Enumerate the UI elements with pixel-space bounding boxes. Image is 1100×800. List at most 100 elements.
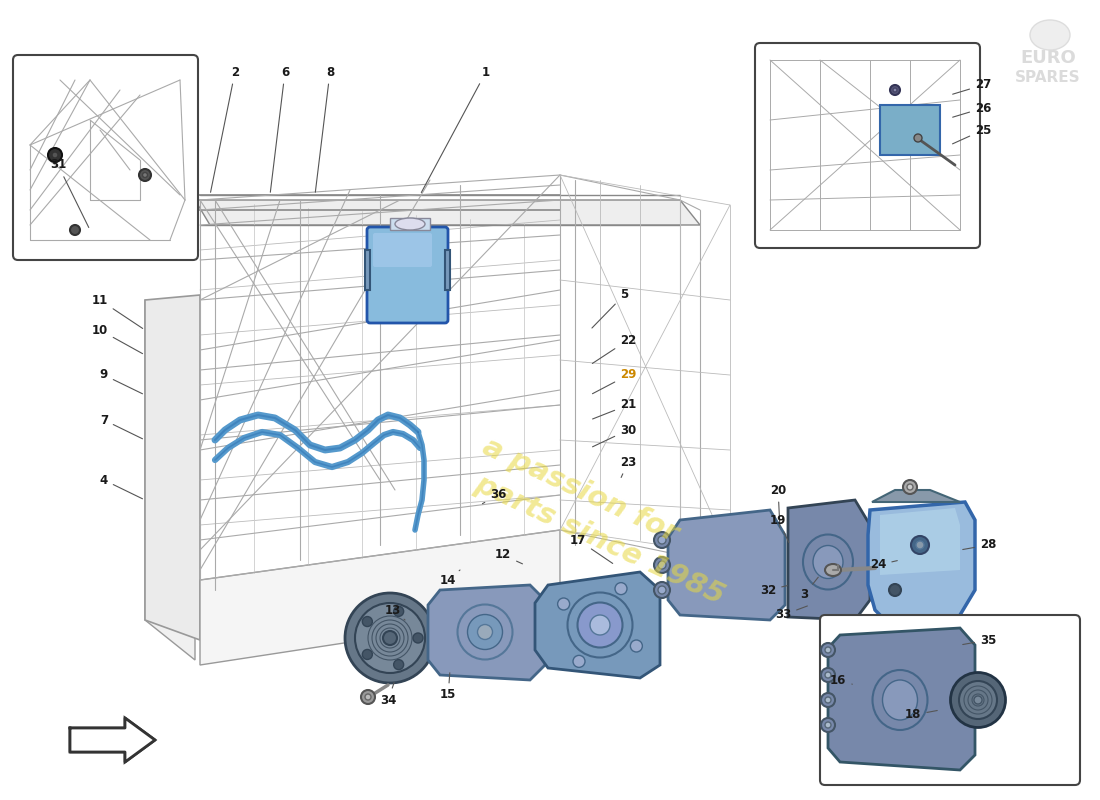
Ellipse shape [821,668,835,682]
Text: 34: 34 [379,682,396,706]
Polygon shape [70,718,155,762]
Ellipse shape [889,584,901,596]
Text: 31: 31 [50,158,89,227]
Ellipse shape [914,134,922,142]
Ellipse shape [908,484,913,490]
Text: 16: 16 [830,674,852,686]
Ellipse shape [950,673,1005,727]
Text: 20: 20 [770,483,786,527]
Polygon shape [828,628,975,770]
Ellipse shape [911,536,930,554]
Polygon shape [365,250,370,290]
Text: 3: 3 [800,577,818,602]
Ellipse shape [813,546,843,578]
Text: 30: 30 [593,423,636,447]
Ellipse shape [916,541,924,549]
Text: 18: 18 [905,709,937,722]
Ellipse shape [139,169,151,181]
Ellipse shape [654,582,670,598]
Ellipse shape [890,85,900,95]
FancyBboxPatch shape [13,55,198,260]
Text: 2: 2 [210,66,239,192]
Text: 6: 6 [271,66,289,192]
Ellipse shape [365,694,371,700]
Ellipse shape [654,557,670,573]
Polygon shape [145,295,200,640]
Text: 32: 32 [760,583,788,597]
FancyBboxPatch shape [755,43,980,248]
Ellipse shape [615,582,627,594]
Ellipse shape [825,564,842,576]
Ellipse shape [821,643,835,657]
Polygon shape [200,530,560,665]
Text: 35: 35 [962,634,997,646]
FancyBboxPatch shape [373,233,432,267]
Text: a passion for: a passion for [477,432,682,548]
Polygon shape [872,490,960,502]
Text: 22: 22 [592,334,636,363]
Text: 4: 4 [100,474,143,498]
Ellipse shape [882,680,917,720]
Text: 29: 29 [593,369,637,394]
Ellipse shape [1030,20,1070,50]
Polygon shape [195,200,700,225]
Text: 9: 9 [100,369,143,394]
Text: 26: 26 [953,102,991,117]
Polygon shape [868,502,975,638]
Text: 10: 10 [91,323,143,354]
Text: 24: 24 [870,558,898,571]
FancyBboxPatch shape [820,615,1080,785]
Ellipse shape [362,617,372,626]
FancyBboxPatch shape [367,227,448,323]
Ellipse shape [355,603,425,673]
Text: SPARES: SPARES [1015,70,1081,86]
Text: 27: 27 [953,78,991,94]
Polygon shape [668,510,785,620]
Text: 33: 33 [776,606,807,622]
Ellipse shape [362,650,372,659]
Text: 25: 25 [953,123,991,144]
Text: parts since 1985: parts since 1985 [471,470,729,610]
Ellipse shape [893,88,896,92]
Polygon shape [428,585,544,680]
Text: 28: 28 [962,538,997,551]
Text: 13: 13 [385,603,405,620]
Ellipse shape [412,633,424,643]
Ellipse shape [658,586,666,594]
Ellipse shape [658,561,666,569]
Ellipse shape [578,602,623,647]
Ellipse shape [825,672,830,678]
Text: 17: 17 [570,534,613,563]
Text: 15: 15 [440,673,456,702]
Polygon shape [535,572,660,678]
Ellipse shape [573,655,585,667]
Ellipse shape [654,532,670,548]
Text: 5: 5 [592,289,628,328]
Ellipse shape [477,625,493,639]
Text: 23: 23 [620,455,636,478]
Polygon shape [880,508,960,575]
Ellipse shape [394,660,404,670]
Polygon shape [446,250,450,290]
Polygon shape [70,718,155,762]
Text: 12: 12 [495,549,522,564]
Ellipse shape [630,640,642,652]
Ellipse shape [658,536,666,544]
Text: 8: 8 [316,66,334,192]
Ellipse shape [143,173,147,178]
Text: 11: 11 [91,294,143,329]
Ellipse shape [468,614,503,650]
Ellipse shape [361,690,375,704]
Ellipse shape [825,722,830,728]
Ellipse shape [903,480,917,494]
Ellipse shape [825,647,830,653]
Polygon shape [145,300,195,660]
Ellipse shape [821,693,835,707]
Ellipse shape [395,218,425,230]
Polygon shape [788,500,870,620]
Ellipse shape [48,148,62,162]
Ellipse shape [394,606,404,616]
Text: 7: 7 [100,414,143,438]
Polygon shape [880,105,940,155]
Ellipse shape [974,696,982,704]
